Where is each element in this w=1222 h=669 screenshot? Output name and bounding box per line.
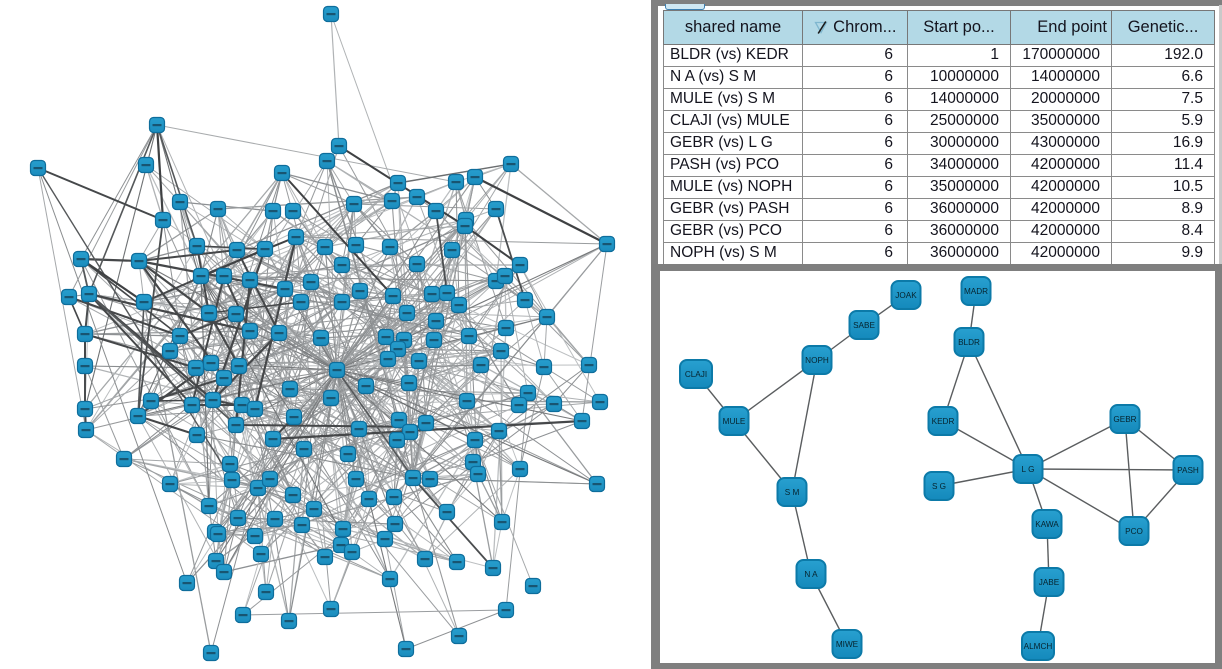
- svg-text:MADR: MADR: [964, 287, 988, 296]
- svg-text:L G: L G: [1022, 465, 1035, 474]
- svg-text:PASH: PASH: [1177, 466, 1199, 475]
- svg-text:KEDR: KEDR: [932, 417, 955, 426]
- svg-text:KAWA: KAWA: [1035, 520, 1059, 529]
- svg-text:N A: N A: [804, 570, 818, 579]
- svg-text:ALMCH: ALMCH: [1024, 642, 1053, 651]
- svg-text:MIWE: MIWE: [836, 640, 859, 649]
- svg-text:SABE: SABE: [853, 321, 875, 330]
- svg-text:S M: S M: [785, 488, 800, 497]
- svg-text:JOAK: JOAK: [895, 291, 917, 300]
- svg-text:S G: S G: [932, 482, 946, 491]
- svg-text:GEBR: GEBR: [1113, 415, 1136, 424]
- svg-text:BLDR: BLDR: [958, 338, 980, 347]
- svg-text:NOPH: NOPH: [805, 356, 829, 365]
- svg-text:PCO: PCO: [1125, 527, 1143, 536]
- svg-text:CLAJI: CLAJI: [685, 370, 707, 379]
- svg-text:JABE: JABE: [1039, 578, 1060, 587]
- svg-text:MULE: MULE: [723, 417, 746, 426]
